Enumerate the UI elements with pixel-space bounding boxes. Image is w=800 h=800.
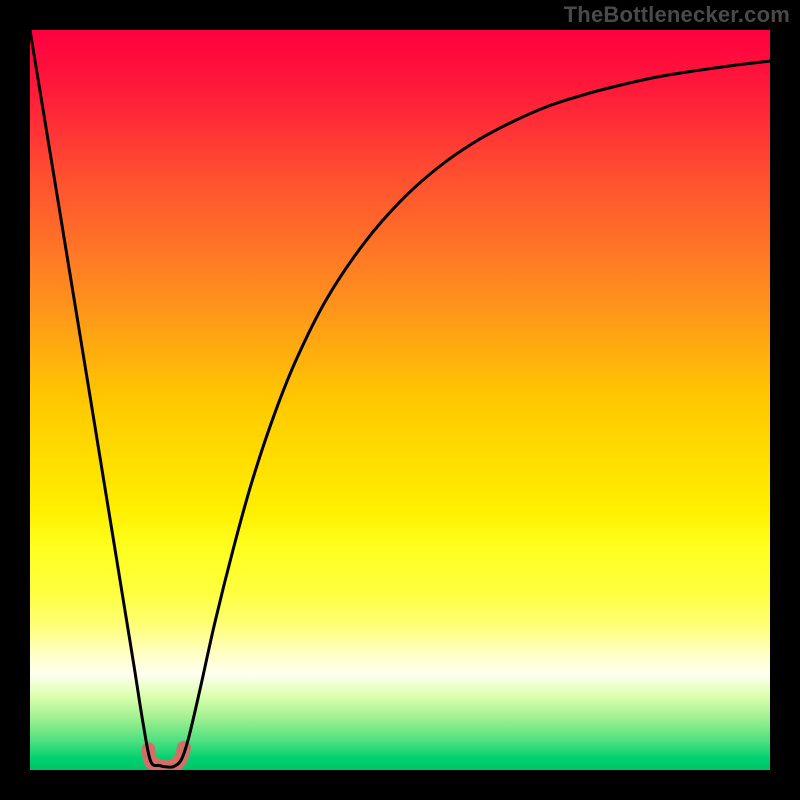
chart-page: TheBottlenecker.com	[0, 0, 800, 800]
chart-background	[30, 30, 770, 770]
watermark-text: TheBottlenecker.com	[564, 2, 790, 28]
chart-plot-area	[30, 30, 770, 770]
chart-svg	[30, 30, 770, 770]
